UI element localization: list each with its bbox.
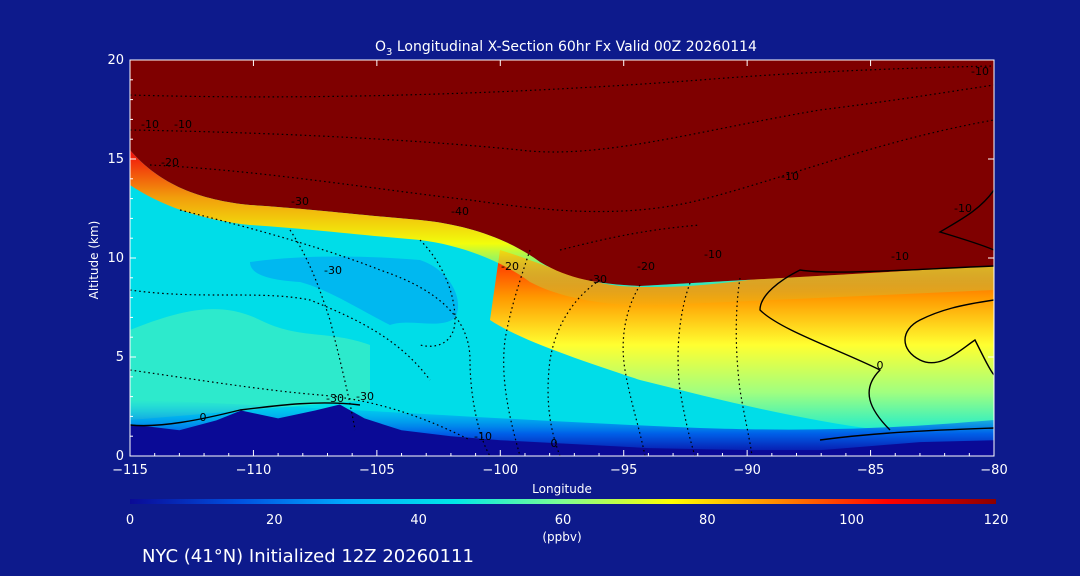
- x-tick-label: −95: [610, 463, 637, 478]
- mid-trop-green-patch: [130, 309, 370, 420]
- solid-contour-line: [130, 402, 361, 427]
- contour-value-label: -10: [174, 118, 192, 131]
- contour-value-label: -10: [474, 430, 492, 443]
- dotted-contour-line: [547, 279, 601, 456]
- title-subscript: 3: [386, 47, 392, 58]
- dotted-contour-line: [149, 119, 994, 213]
- solid-contour-line: [938, 189, 994, 251]
- solid-contour-line: [904, 299, 994, 376]
- x-tick-label: −110: [236, 463, 272, 478]
- y-tick-label: 10: [107, 251, 124, 266]
- contour-value-label: 0: [877, 359, 884, 372]
- contour-value-label: -30: [326, 392, 344, 405]
- colorbar: [130, 499, 996, 504]
- x-tick-label: −80: [980, 463, 1007, 478]
- y-axis-ticks: 0 5 10 15 20: [107, 53, 994, 464]
- y-tick-label: 0: [116, 449, 124, 464]
- contour-value-label: 0: [200, 411, 207, 424]
- contour-value-label: -30: [356, 390, 374, 403]
- stratospheric-intrusion: [130, 60, 994, 286]
- terrain-mask: [130, 404, 994, 456]
- dotted-contour-line: [503, 249, 531, 456]
- contour-value-label: -10: [954, 202, 972, 215]
- dotted-contour-line: [130, 289, 431, 381]
- y-tick-label: 5: [116, 350, 124, 365]
- contour-value-label: -20: [637, 260, 655, 273]
- title-rest: Longitudinal X-Section 60hr Fx Valid 00Z…: [392, 39, 757, 55]
- dotted-contour-line: [677, 282, 696, 456]
- ozone-anomaly-contours: [130, 65, 994, 456]
- contour-value-label: -10: [141, 118, 159, 131]
- x-axis-ticks: −115 −110 −105 −100 −95 −90 −85 −80: [112, 60, 1008, 478]
- contour-label-group: -10 -20 -30 -40 -30 -20 -10 -10 -30 -30 -10 0 0 0 -10 -…: [141, 65, 989, 450]
- colorbar-units: (ppbv): [542, 530, 581, 544]
- ozone-field: -10 -20 -30 -40 -30 -20 -10 -10 -30 -30 -10 0 0 0 -10 -…: [130, 60, 994, 456]
- contour-value-label: -10: [781, 170, 799, 183]
- contour-value-label: -20: [161, 156, 179, 169]
- colorbar-tick-label: 120: [984, 513, 1009, 528]
- contour-value-label: -30: [291, 195, 309, 208]
- dotted-contour-line: [559, 224, 701, 251]
- contour-value-label: -40: [451, 205, 469, 218]
- contour-value-label: -30: [589, 273, 607, 286]
- colorbar-ticks: 0 20 40 60 80 100 120: [126, 513, 1009, 528]
- dotted-contour-line: [735, 277, 753, 456]
- dotted-contour-line: [419, 239, 456, 347]
- y-axis-label: Altitude (km): [87, 221, 101, 300]
- solid-contour-line: [819, 427, 994, 441]
- dotted-contour-line: [130, 369, 471, 441]
- dotted-contour-line: [289, 229, 356, 431]
- x-tick-label: −100: [482, 463, 518, 478]
- colorbar-tick-label: 100: [839, 513, 864, 528]
- contour-value-label: -10: [704, 248, 722, 261]
- contour-value-label: -30: [324, 264, 342, 277]
- x-tick-label: −105: [359, 463, 395, 478]
- contour-value-label: 0: [551, 437, 558, 450]
- mid-trop-blue-patch: [250, 256, 459, 325]
- chart-title: O3 Longitudinal X-Section 60hr Fx Valid …: [375, 39, 757, 58]
- contour-value-label: -10: [971, 65, 989, 78]
- colorbar-tick-label: 0: [126, 513, 134, 528]
- solid-contour-line: [759, 265, 994, 431]
- footer-caption: NYC (41°N) Initialized 12Z 20260111: [142, 546, 474, 567]
- y-tick-label: 15: [107, 152, 124, 167]
- contour-value-label: -10: [891, 250, 909, 263]
- colorbar-tick-label: 20: [266, 513, 283, 528]
- tropopause-warm-band: [130, 150, 994, 306]
- x-tick-label: −85: [857, 463, 884, 478]
- colorbar-tick-label: 60: [555, 513, 572, 528]
- zero-contours: [130, 189, 994, 441]
- title-species: O: [375, 39, 386, 55]
- dotted-contour-line: [130, 65, 994, 98]
- dotted-contour-line: [622, 284, 646, 456]
- colorbar-tick-label: 40: [410, 513, 427, 528]
- x-tick-label: −115: [112, 463, 148, 478]
- colorbar-tick-label: 80: [699, 513, 716, 528]
- contour-value-label: -20: [501, 260, 519, 273]
- x-axis-label: Longitude: [532, 482, 592, 496]
- x-tick-label: −90: [733, 463, 760, 478]
- y-tick-label: 20: [107, 53, 124, 68]
